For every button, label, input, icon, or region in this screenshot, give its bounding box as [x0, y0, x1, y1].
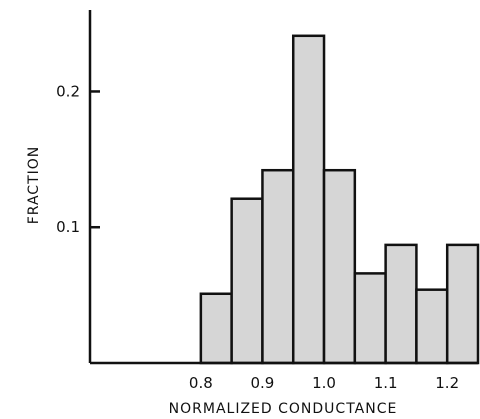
x-tick-label-3: 1.0 — [312, 374, 336, 392]
histogram-bar-2 — [230, 197, 264, 365]
x-axis-label: NORMALIZED CONDUCTANCE — [169, 401, 398, 417]
y-tick-label-1: 0.1 — [56, 218, 80, 236]
histogram-bar-6 — [353, 272, 387, 365]
x-tick-label-2: 0.9 — [251, 374, 275, 392]
axis-ticks — [90, 90, 100, 229]
histogram-bar-5 — [322, 168, 357, 365]
histogram-bar-7 — [384, 243, 418, 365]
y-axis-label: FRACTION — [26, 146, 42, 225]
histogram-bar-8 — [415, 288, 449, 365]
histogram-bar-1 — [199, 292, 233, 365]
tick-labels: 0.1 0.2 0.8 0.9 1.0 1.1 1.2 — [56, 82, 459, 392]
histogram-bar-3 — [261, 168, 295, 365]
x-tick-label-4: 1.1 — [374, 374, 398, 392]
x-tick-label-5: 1.2 — [435, 374, 459, 392]
x-tick-label-1: 0.8 — [189, 374, 213, 392]
histogram-bar-9 — [445, 243, 480, 365]
histogram-bars — [199, 34, 480, 365]
y-tick-label-2: 0.2 — [56, 82, 80, 100]
histogram-bar-4 — [291, 34, 326, 365]
